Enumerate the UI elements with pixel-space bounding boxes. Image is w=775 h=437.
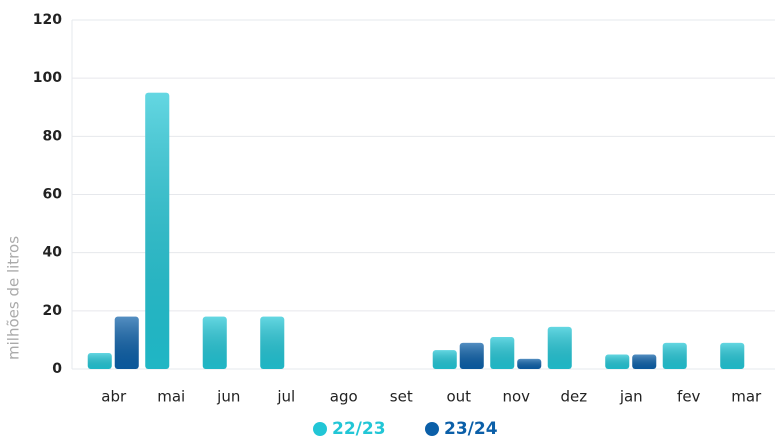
x-tick-label: out: [446, 388, 471, 406]
bar: [432, 350, 457, 369]
bar: [547, 326, 572, 369]
x-tick-label: jul: [276, 388, 295, 406]
bar: [145, 92, 170, 369]
y-tick-label: 0: [52, 361, 62, 377]
bar: [517, 358, 542, 369]
legend-marker: [425, 422, 439, 436]
bar: [260, 316, 285, 369]
legend-label: 22/23: [332, 419, 386, 437]
bar: [632, 354, 657, 369]
y-tick-label: 20: [43, 303, 63, 319]
bar: [459, 342, 484, 369]
bar: [720, 342, 745, 369]
y-tick-label: 120: [33, 12, 62, 28]
x-tick-label: mai: [157, 388, 185, 406]
y-tick-label: 80: [43, 128, 63, 144]
x-tick-label: jun: [216, 388, 240, 406]
bar: [87, 353, 112, 369]
x-tick-label: fev: [677, 388, 701, 406]
bar: [114, 316, 139, 369]
bar: [202, 316, 227, 369]
y-tick-label: 100: [33, 70, 62, 86]
bar: [490, 337, 515, 369]
x-tick-label: nov: [502, 388, 530, 406]
x-tick-label: dez: [560, 388, 587, 406]
x-tick-label: ago: [330, 388, 358, 406]
legend-label: 23/24: [444, 419, 498, 437]
x-tick-label: jan: [619, 388, 643, 406]
y-tick-label: 60: [43, 187, 63, 203]
y-tick-label: 40: [43, 245, 63, 261]
legend-marker: [313, 422, 327, 436]
y-axis-label: milhões de litros: [5, 236, 23, 360]
bar: [605, 354, 630, 369]
x-tick-label: set: [390, 388, 413, 406]
bar: [662, 342, 687, 369]
x-tick-label: abr: [101, 388, 127, 406]
x-tick-label: mar: [731, 388, 762, 406]
